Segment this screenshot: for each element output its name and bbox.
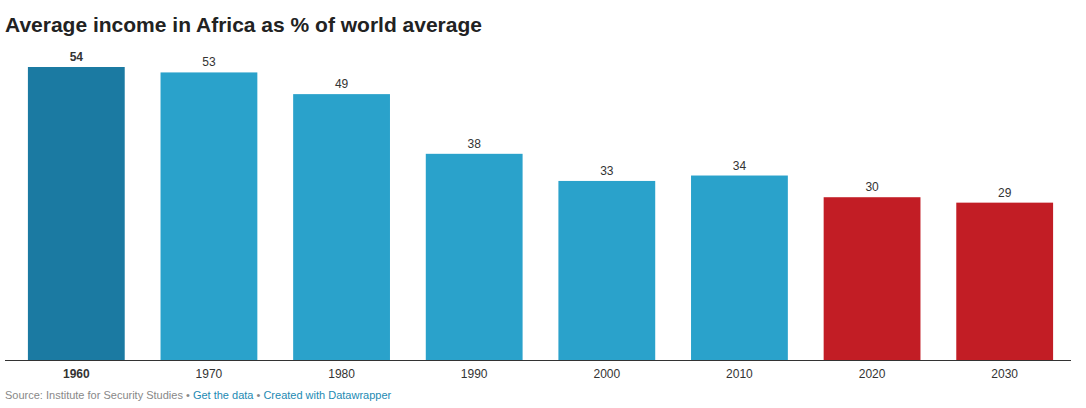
source-separator: • [183,389,193,401]
x-tick-label: 1990 [461,367,488,381]
bar [293,94,390,360]
source-link[interactable]: Get the data [193,389,254,401]
labels: 54 53 49 38 33 34 30 29 [70,50,1012,200]
title: Average income in Africa as % of world a… [5,13,482,36]
chart-svg: Average income in Africa as % of world a… [0,0,1086,408]
x-tick-label: 1970 [196,367,223,381]
source-separator: • [253,389,263,401]
x-tick-label: 2030 [991,367,1018,381]
source-link[interactable]: Created with Datawrapper [263,389,391,401]
chart-root: Average income in Africa as % of world a… [0,0,1086,408]
data-label: 49 [335,77,349,91]
x-tick-label: 2000 [593,367,620,381]
x-axis-line [5,360,1071,361]
source: Source: Institute for Security Studies •… [5,389,392,401]
bar [824,197,921,360]
bar [956,203,1053,360]
x-tick-label: 2010 [726,367,753,381]
data-label: 29 [998,186,1012,200]
data-label: 30 [865,180,879,194]
bar [28,67,125,360]
bar [161,72,258,360]
bar [691,176,788,360]
data-label: 54 [70,50,84,64]
data-label: 34 [733,159,747,173]
x-tick-label: 1960 [63,367,90,381]
data-label: 53 [202,55,216,69]
bar [426,154,523,360]
x-tick-label: 2020 [859,367,886,381]
x-tick-label: 1980 [328,367,355,381]
source-text: Source: Institute for Security Studies [5,389,183,401]
data-label: 38 [468,137,482,151]
bar [558,181,655,360]
data-label: 33 [600,164,614,178]
bars [28,67,1053,360]
